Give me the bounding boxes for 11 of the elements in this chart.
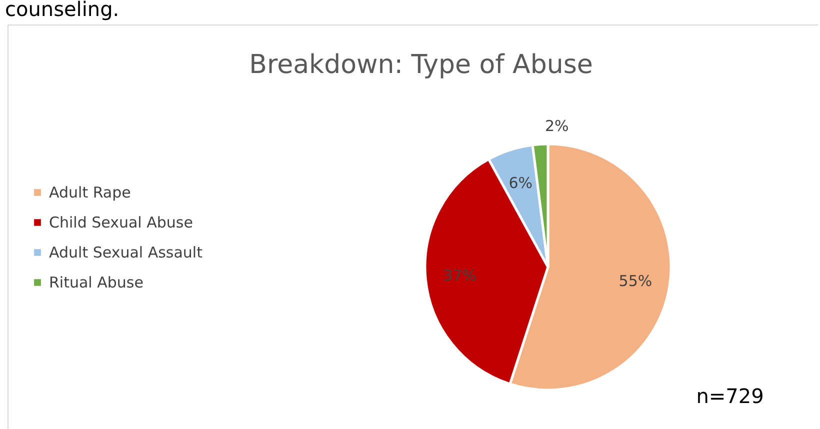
legend-label: Ritual Abuse xyxy=(49,274,144,292)
data-label: 6% xyxy=(508,174,533,192)
data-label: 37% xyxy=(443,266,477,284)
data-label: 2% xyxy=(544,116,569,135)
text: counseling. xyxy=(5,0,120,21)
legend-label: Child Sexual Abuse xyxy=(49,214,193,232)
chart-title: Breakdown: Type of Abuse xyxy=(249,50,593,80)
legend-label: Adult Rape xyxy=(49,184,131,202)
text: n=729 xyxy=(696,384,764,408)
legend-label: Adult Sexual Assault xyxy=(49,244,203,262)
data-label: 55% xyxy=(618,272,652,290)
